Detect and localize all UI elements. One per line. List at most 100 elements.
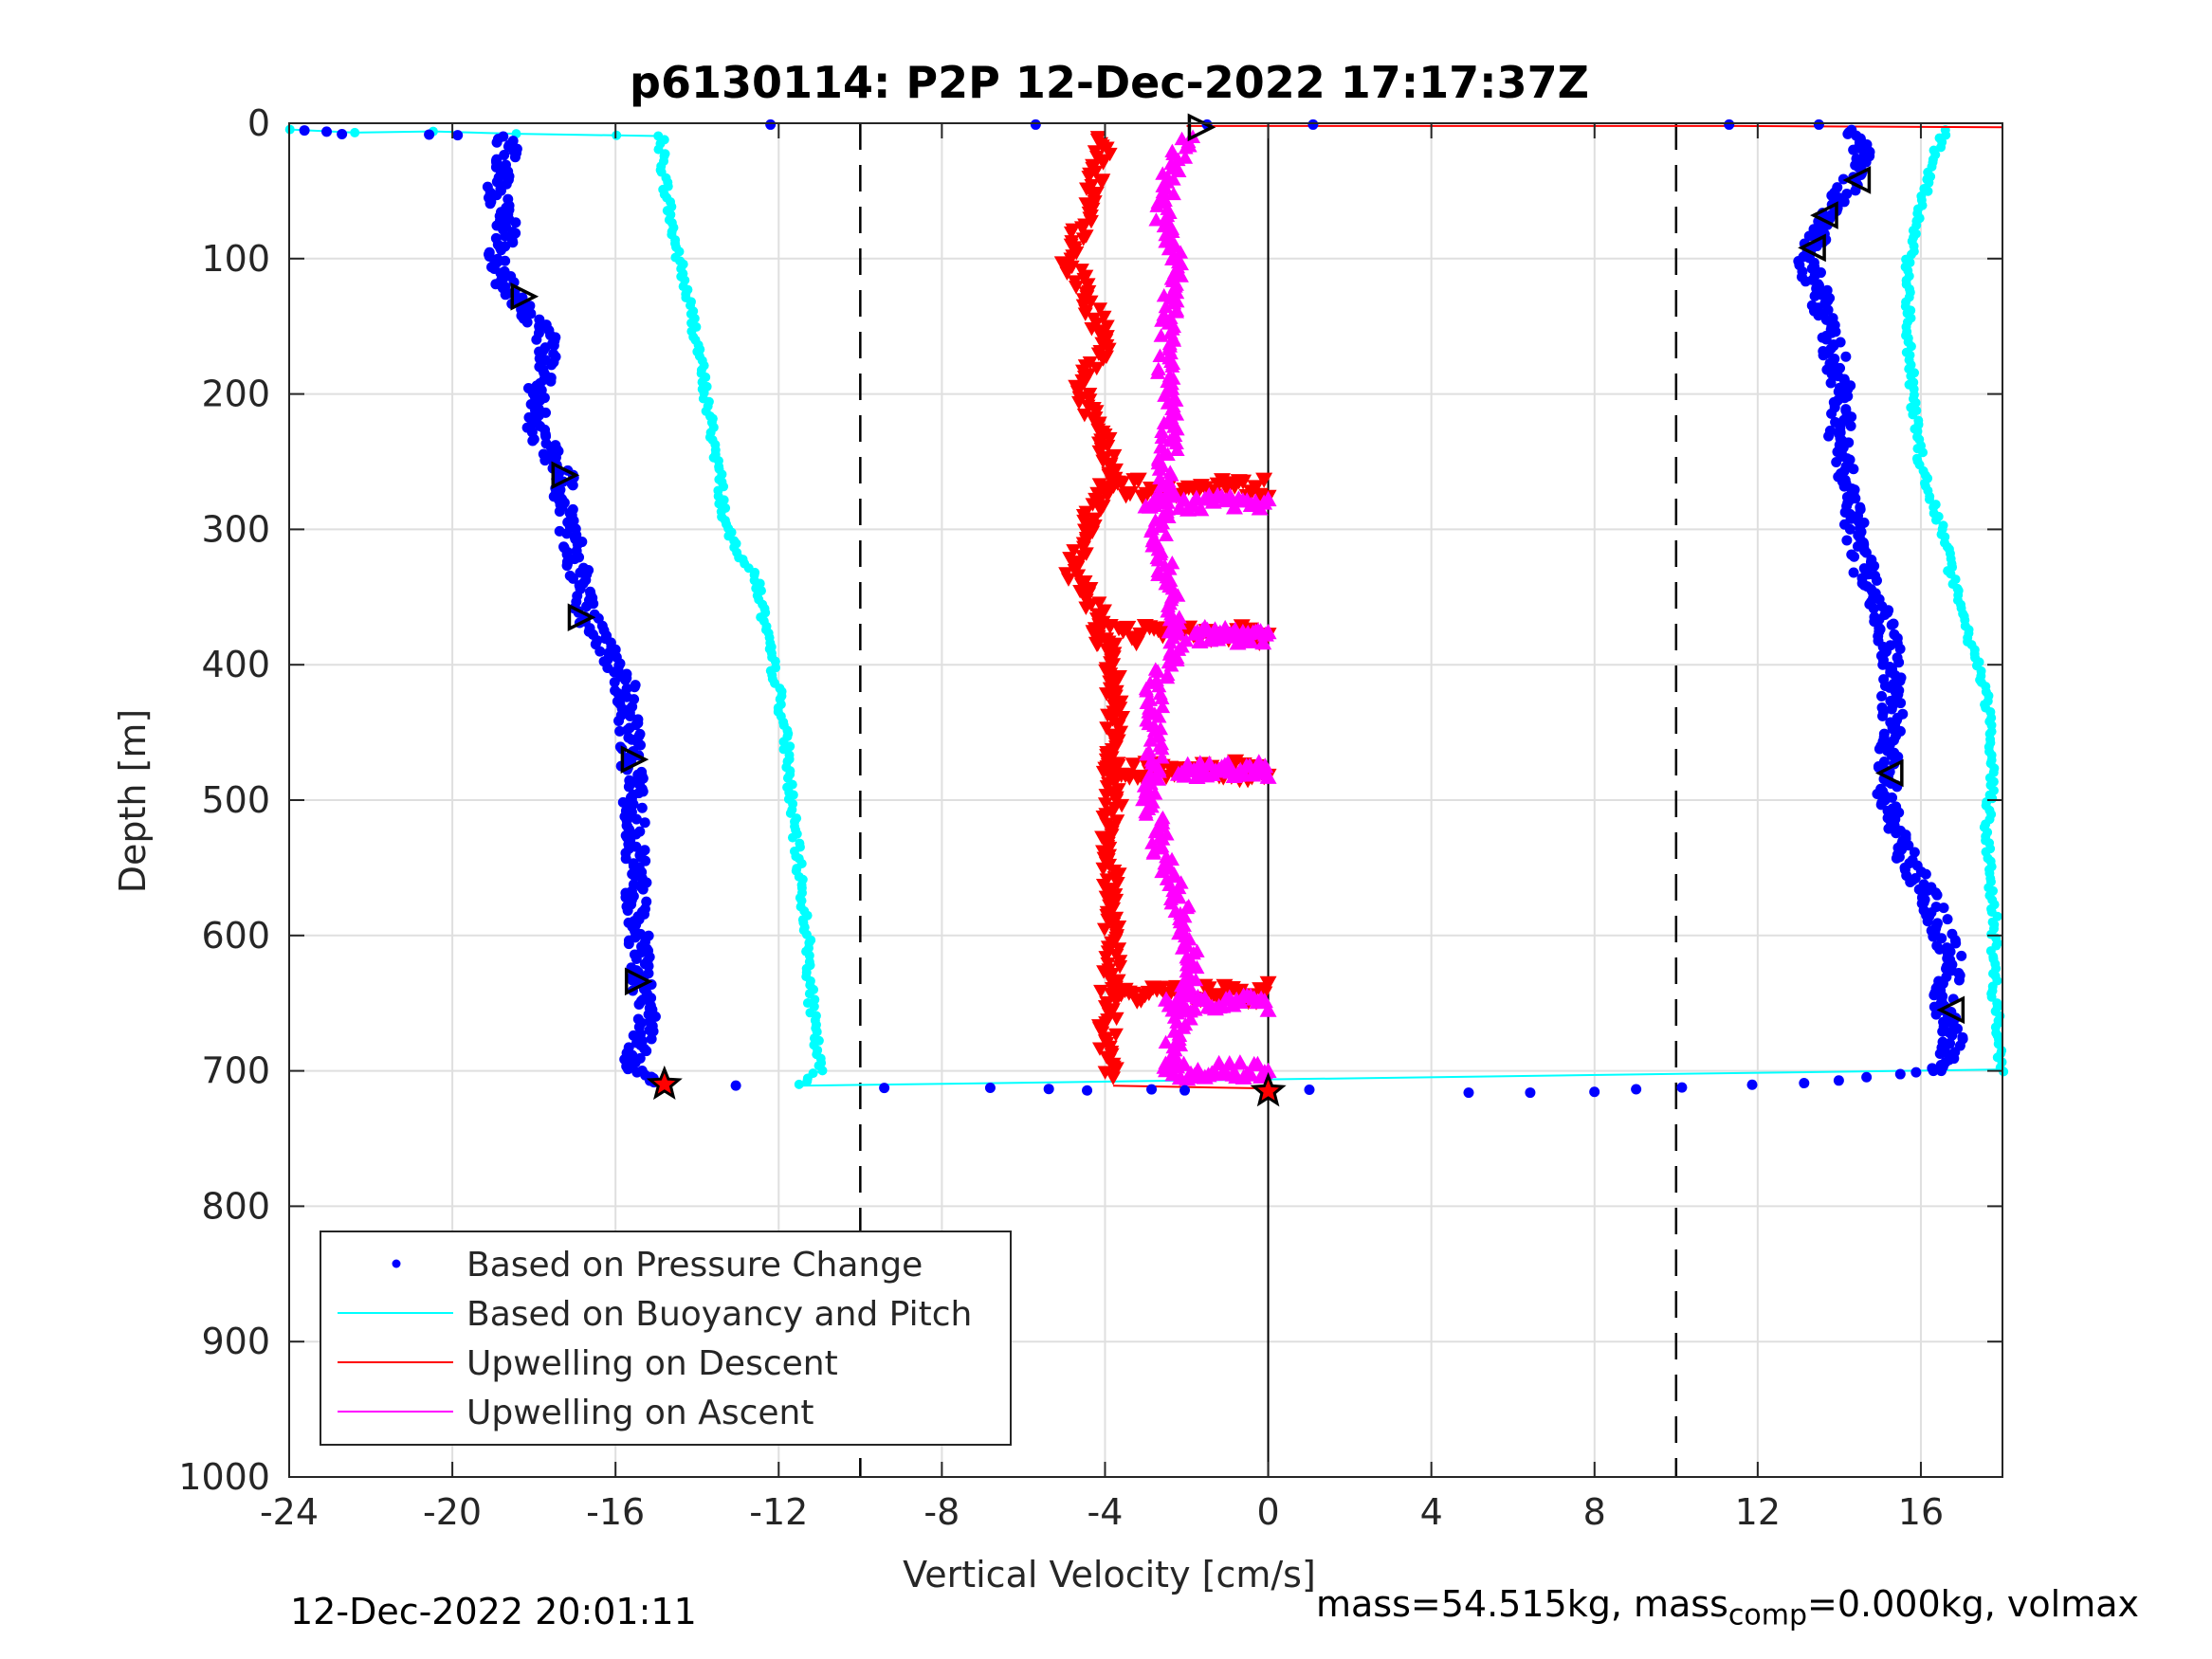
descent-upwelling-point [1106, 637, 1124, 653]
descent-upwelling-point [1078, 601, 1094, 615]
right-triangle-marker [620, 745, 649, 774]
pressure-point [1825, 377, 1837, 389]
ascent-upwelling-point [1179, 969, 1195, 983]
pressure-point [545, 375, 557, 387]
descent-upwelling-point [1087, 512, 1103, 526]
legend-box [320, 1231, 1012, 1446]
footer-mass-sub: comp [1728, 1598, 1808, 1632]
descent-upwelling-point [1099, 721, 1115, 736]
buoyancy-turnaround-line [798, 1068, 2003, 1087]
buoyancy-point [1913, 415, 1924, 426]
left-triangle-marker [1936, 995, 1965, 1025]
pressure-point [321, 126, 333, 137]
pressure-point [646, 993, 657, 1004]
pressure-point [1957, 1031, 1968, 1043]
x-tick-label: -16 [586, 1491, 645, 1533]
pressure-point [1947, 928, 1958, 939]
pressure-point [1889, 629, 1900, 640]
ascent-upwelling-point [1155, 699, 1171, 714]
ascent-upwelling-point [1154, 750, 1170, 764]
ascent-upwelling-point [1242, 1066, 1260, 1082]
ascent-upwelling-point [1145, 846, 1161, 860]
pressure-point [567, 480, 578, 491]
ascent-upwelling-point [1178, 140, 1194, 155]
pressure-point [617, 796, 629, 808]
descent-upwelling-point [1097, 797, 1113, 811]
pressure-point [639, 817, 650, 829]
pressure-point [1936, 933, 1947, 944]
y-tick-label: 400 [201, 644, 270, 685]
pressure-point [614, 725, 626, 737]
ascent-upwelling-point [1162, 635, 1179, 649]
ascent-upwelling-point [1149, 198, 1165, 212]
ascent-upwelling-point [1259, 768, 1277, 784]
pressure-point [1824, 292, 1836, 303]
x-tick-label: 16 [1898, 1491, 1944, 1533]
pressure-point [521, 317, 533, 328]
pressure-point [1835, 362, 1846, 374]
ascent-upwelling-point [1151, 772, 1167, 786]
ascent-upwelling-point [1259, 1001, 1277, 1017]
ascent-upwelling-point [1254, 634, 1272, 650]
pressure-point [623, 781, 634, 793]
descent-upwelling-point [1259, 975, 1277, 992]
left-triangle-marker [1810, 201, 1838, 229]
pressure-point [1892, 652, 1903, 664]
pressure-point [527, 435, 539, 447]
pressure-point [1841, 535, 1853, 546]
buoyancy-point [802, 1076, 813, 1086]
pressure-point [1835, 337, 1846, 348]
x-tick-label: -24 [260, 1491, 319, 1533]
pressure-point [1846, 549, 1857, 560]
ascent-upwelling-point [1256, 757, 1274, 774]
buoyancy-point [1930, 500, 1941, 510]
pressure-point [1876, 690, 1888, 702]
pressure-point [1724, 118, 1735, 130]
descent-bottom-line [1113, 1085, 1269, 1090]
buoyancy-point [1916, 191, 1927, 201]
pressure-point [561, 560, 573, 572]
pressure-point [641, 1046, 652, 1057]
descent-upwelling-point [1091, 1042, 1107, 1056]
ascent-upwelling-point [1164, 358, 1180, 373]
pressure-point [640, 855, 651, 866]
ascent-upwelling-point [1152, 519, 1168, 534]
ascent-upwelling-point [1192, 501, 1210, 517]
pressure-point [1463, 1087, 1474, 1099]
descent-upwelling-point [1097, 632, 1115, 648]
pressure-point [561, 528, 573, 539]
descent-upwelling-point [1095, 811, 1111, 825]
ascent-upwelling-point [1158, 1034, 1174, 1049]
ascent-upwelling-point [1158, 299, 1174, 314]
pressure-point [1918, 879, 1929, 890]
y-tick-label: 900 [201, 1321, 270, 1362]
buoyancy-point [612, 130, 622, 140]
axes: -24 -20 -16 -12 -8 -4 0 4 8 12 16 0 100 200 300 400 500 6… [178, 102, 2003, 1533]
descent-upwelling-point [1255, 472, 1273, 488]
pressure-point [1888, 618, 1899, 629]
pressure-point [1832, 182, 1843, 193]
pressure-point [1869, 611, 1880, 623]
pressure-point [1875, 783, 1887, 794]
pressure-point [1824, 425, 1836, 436]
pressure-point [546, 359, 558, 371]
pressure-point [1821, 284, 1833, 296]
descent-surface-line [1186, 124, 2003, 129]
pressure-point [1676, 1082, 1688, 1093]
pressure-point [484, 251, 495, 263]
descent-upwelling-point [1107, 1028, 1124, 1043]
pressure-point [1304, 1084, 1315, 1095]
pressure-point [1907, 854, 1918, 866]
pressure-point [622, 1064, 633, 1075]
pressure-point [491, 137, 503, 148]
pressure-point [500, 289, 511, 301]
buoyancy-point [787, 832, 797, 843]
pressure-point [1840, 404, 1852, 415]
descent-upwelling-point [1112, 702, 1128, 716]
buoyancy-point [1938, 520, 1948, 531]
legend: Based on Pressure Change Based on Buoyanc… [320, 1231, 1012, 1446]
y-tick-label: 600 [201, 915, 270, 957]
right-triangle-marker [551, 461, 580, 490]
pressure-point [609, 677, 620, 688]
